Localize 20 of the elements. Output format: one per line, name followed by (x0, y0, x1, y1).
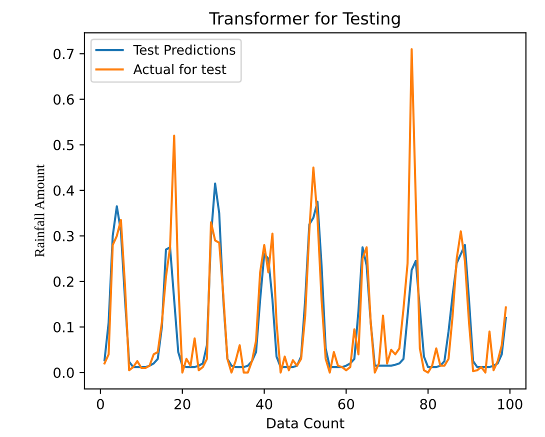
y-tick-label: 0.4 (54, 185, 74, 196)
y-tick-label: 0.7 (54, 48, 74, 60)
x-tick-label: 40 (256, 398, 272, 410)
y-tick-label: 0.2 (54, 276, 74, 287)
y-tick-label: 0.3 (54, 230, 74, 242)
x-tick-label: 60 (338, 398, 354, 410)
x-tick-label: 20 (174, 398, 190, 410)
x-axis-title: Data Count (267, 418, 344, 428)
line-series (103, 182, 507, 368)
y-tick-label: 0.5 (54, 140, 74, 150)
x-tick-label: 80 (420, 398, 436, 410)
y-tick-label: 0.6 (54, 94, 74, 105)
y-tick-label: 0.1 (54, 322, 74, 332)
y-tick-label: 0.0 (54, 368, 74, 378)
legend-label: Actual for test (133, 64, 226, 74)
x-tick-label: 0 (96, 398, 104, 410)
legend-label: Test Predictions (133, 44, 236, 55)
y-axis-title: Rainfall Amount (34, 164, 44, 257)
chart-title: Transformer for Testing (209, 12, 400, 28)
x-tick-label: 100 (498, 398, 522, 410)
